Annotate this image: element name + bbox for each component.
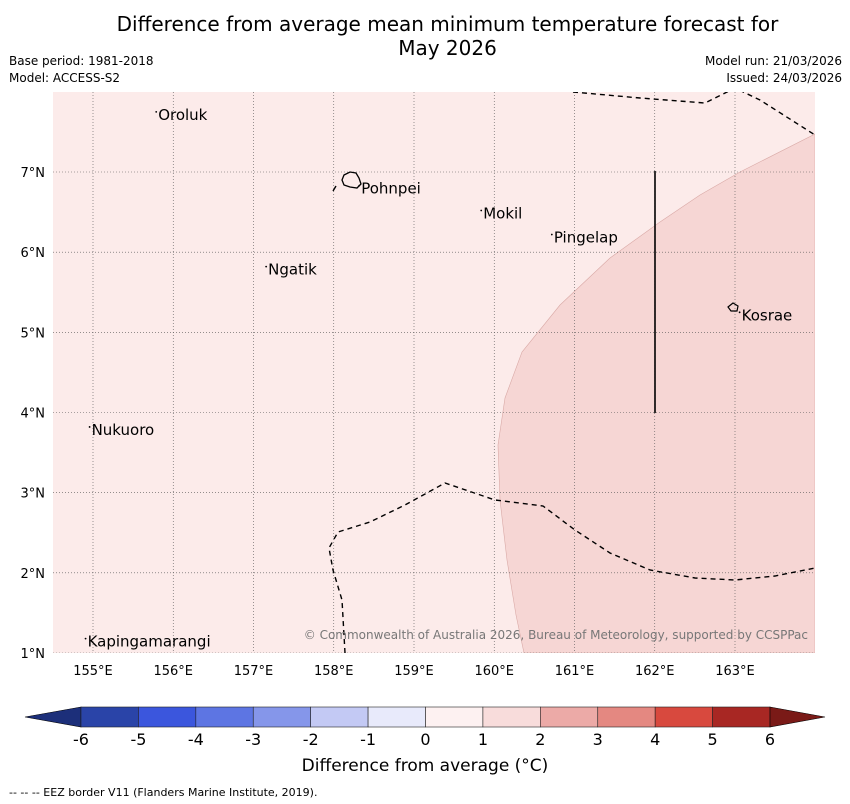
longitude-label: 160°E	[474, 664, 514, 679]
longitude-label: 159°E	[394, 664, 434, 679]
colorbar-segment	[195, 706, 254, 728]
colorbar-tick-label: 3	[593, 730, 603, 749]
colorbar-tick-label: 4	[650, 730, 660, 749]
eez-border-west-stub	[332, 185, 337, 192]
colorbar-tick-label: 2	[535, 730, 545, 749]
place-label: Ngatik	[268, 261, 317, 279]
base-period: Base period: 1981-2018	[9, 54, 154, 68]
longitude-label: 156°E	[153, 664, 193, 679]
colorbar-tick-label: 0	[420, 730, 430, 749]
colorbar-tick-label: -1	[360, 730, 376, 749]
colorbar-segment	[310, 706, 369, 728]
place-marker	[738, 311, 741, 314]
colorbar-segment	[654, 706, 713, 728]
place-marker	[550, 233, 553, 236]
place-labels: Oroluk Pohnpei Mokil Pingelap Ngatik Kosrae Nu…	[84, 106, 793, 651]
place-label: Oroluk	[158, 106, 207, 124]
place-marker	[480, 209, 483, 212]
colorbar-segment	[712, 706, 771, 728]
latitude-label: 6°N	[21, 246, 46, 261]
place-marker	[84, 637, 87, 640]
colorbar-tick-label: -4	[188, 730, 204, 749]
latitude-label: 2°N	[21, 567, 46, 582]
map-canvas: Oroluk Pohnpei Mokil Pingelap Ngatik Kosrae Nu…	[21, 92, 826, 749]
title-line-1: Difference from average mean minimum tem…	[116, 12, 779, 36]
place-marker	[358, 184, 361, 187]
colorbar-segment	[138, 706, 197, 728]
colorbar-tick-label: 1	[478, 730, 488, 749]
colorbar-label: Difference from average (°C)	[301, 756, 549, 776]
colorbar-segment	[540, 706, 599, 728]
colorbar-over-arrow	[769, 706, 826, 728]
colorbar-tick-label: 6	[765, 730, 775, 749]
colorbar-tick-label: -6	[73, 730, 89, 749]
colorbar-tick-label: 5	[707, 730, 717, 749]
eez-footnote: -- -- -- EEZ border V11 (Flanders Marine…	[9, 786, 318, 799]
colorbar-under-arrow	[24, 706, 82, 728]
colorbar-tick-label: -2	[303, 730, 319, 749]
place-label: Pingelap	[554, 229, 618, 247]
place-marker	[265, 265, 268, 268]
model-name: Model: ACCESS-S2	[9, 71, 121, 85]
place-label: Pohnpei	[361, 180, 421, 198]
latitude-label: 5°N	[21, 326, 46, 341]
warm-anomaly-region	[497, 133, 815, 653]
colorbar-tick-label: -3	[245, 730, 261, 749]
place-marker	[155, 110, 158, 113]
latitude-labels: 7°N 6°N 5°N 4°N 3°N 2°N 1°N	[21, 166, 46, 662]
colorbar-segment	[482, 706, 541, 728]
longitude-label: 161°E	[555, 664, 595, 679]
title-line-2: May 2026	[398, 36, 497, 60]
colorbar-segment	[80, 706, 139, 728]
copyright-text: © Commonwealth of Australia 2026, Bureau…	[304, 628, 808, 642]
model-run: Model run: 21/03/2026	[704, 54, 842, 68]
colorbar-segment	[367, 706, 426, 728]
place-marker	[88, 426, 91, 428]
latitude-label: 3°N	[21, 487, 46, 502]
place-label: Nukuoro	[92, 421, 155, 439]
map-title: Difference from average mean minimum tem…	[0, 12, 850, 60]
place-label: Mokil	[483, 204, 522, 222]
longitude-label: 157°E	[234, 664, 274, 679]
meta-left: Base period: 1981-2018 Model: ACCESS-S2	[9, 53, 154, 87]
kosrae-island-outline	[727, 302, 739, 312]
colorbar	[24, 706, 826, 728]
colorbar-segment	[252, 706, 311, 728]
latitude-label: 7°N	[21, 166, 46, 181]
place-label: Kapingamarangi	[88, 633, 211, 651]
eez-border-south	[328, 482, 815, 653]
meta-right: Model run: 21/03/2026 Issued: 24/03/2026	[705, 53, 842, 87]
longitude-label: 162°E	[635, 664, 675, 679]
issued-date: Issued: 24/03/2026	[726, 71, 842, 85]
longitude-label: 158°E	[314, 664, 354, 679]
colorbar-tick-labels: -6 -5 -4 -3 -2 -1 0 1 2 3 4 5 6	[73, 730, 775, 749]
longitude-label: 163°E	[715, 664, 755, 679]
eez-border-north	[572, 92, 815, 136]
latitude-label: 4°N	[21, 407, 46, 422]
longitude-labels: 155°E 156°E 157°E 158°E 159°E 160°E 161°E 162°E…	[73, 664, 755, 679]
colorbar-tick-label: -5	[130, 730, 146, 749]
colorbar-segment	[597, 706, 656, 728]
latitude-label: 1°N	[21, 647, 46, 662]
colorbar-segment	[425, 706, 484, 728]
place-label: Kosrae	[742, 306, 793, 324]
longitude-label: 155°E	[73, 664, 113, 679]
graticule	[53, 92, 815, 653]
